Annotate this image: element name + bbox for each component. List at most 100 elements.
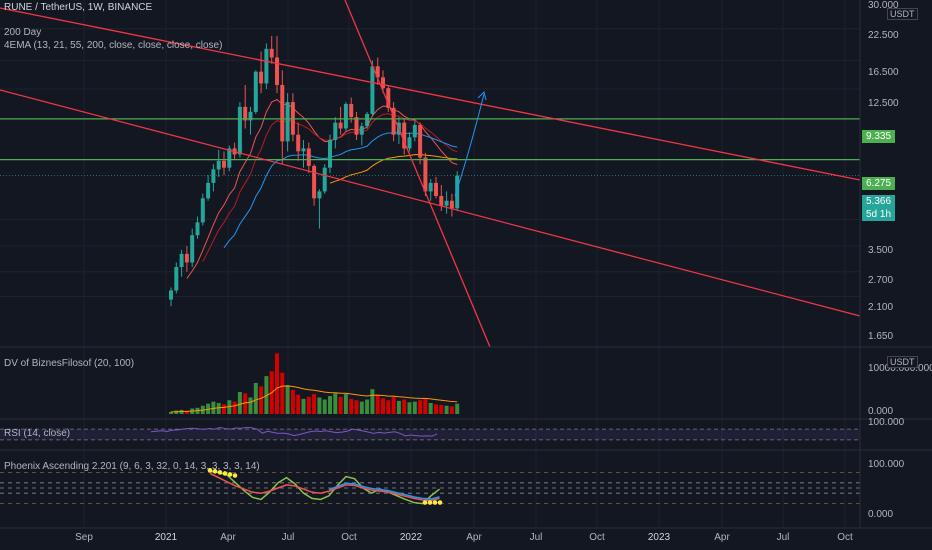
volume-bar: [418, 400, 423, 414]
candle-body: [253, 71, 258, 112]
volume-bar: [301, 398, 306, 414]
volume-bar: [169, 411, 173, 414]
candle-body: [222, 160, 226, 168]
volume-bar: [407, 402, 412, 414]
phoenix-line-c: [328, 482, 440, 500]
time-tick: Oct: [837, 532, 853, 543]
candle-body: [322, 167, 327, 192]
volume-bar: [312, 394, 317, 414]
candle-body: [381, 77, 385, 89]
volume-bar: [439, 405, 444, 414]
candle-body: [179, 253, 184, 267]
candle-body: [359, 126, 364, 135]
rsi-top-tick: 100.000: [868, 417, 905, 428]
volume-pane-title[interactable]: DV of BiznesFilosof (20, 100): [4, 358, 135, 369]
time-tick: 2021: [154, 532, 178, 543]
volume-bar: [375, 394, 380, 414]
time-tick: Sep: [75, 532, 93, 543]
volume-bar: [285, 385, 290, 414]
volume-bar: [253, 383, 258, 414]
volume-bar: [290, 389, 295, 414]
phoenix-marker: [437, 500, 443, 505]
volume-bar: [296, 394, 301, 414]
volume-bar: [317, 397, 322, 414]
volume-bar: [386, 400, 391, 414]
volume-bar: [184, 410, 189, 414]
drawing-tools[interactable]: [0, 0, 861, 348]
rsi-band: [0, 429, 860, 440]
time-tick: Oct: [341, 532, 357, 543]
price-tick: 30.000: [868, 0, 899, 11]
price-tick: 3.500: [868, 245, 894, 256]
candle-body: [312, 165, 317, 199]
price-tick: 16.500: [868, 67, 899, 78]
candle-body: [365, 113, 370, 127]
volume-bar: [280, 372, 285, 414]
level-tag-9335: 9.335: [862, 130, 896, 143]
volume-bar: [248, 397, 253, 414]
volume-bar: [232, 401, 237, 414]
volume-bar: [370, 389, 375, 414]
candle-body: [402, 122, 407, 149]
volume-bar: [174, 410, 179, 414]
price-tick: 12.500: [868, 98, 899, 109]
projection-arrow-head: [477, 91, 487, 101]
volume-bar: [264, 376, 269, 414]
price-tick: 2.100: [868, 302, 894, 313]
time-tick: Jul: [281, 532, 295, 543]
grid-lines: [0, 0, 860, 528]
phoenix-marker: [217, 470, 223, 475]
volume-bar: [396, 400, 401, 414]
ema-55-line: [223, 132, 458, 249]
candle-body: [264, 48, 269, 84]
volume-bar: [402, 399, 407, 414]
volume-unit-button[interactable]: USDT: [887, 356, 918, 368]
indicator-200day-label[interactable]: 200 Day: [4, 27, 42, 38]
level-tag-6275: 6.275: [862, 177, 896, 190]
phoenix-marker: [427, 500, 433, 505]
rsi-line: [150, 426, 438, 437]
time-tick: 2022: [399, 532, 423, 543]
time-tick: Apr: [220, 532, 236, 543]
volume-bar: [306, 396, 311, 414]
phoenix-line-a: [209, 470, 440, 505]
price-tick: 22.500: [868, 30, 899, 41]
phoenix-marker: [422, 500, 428, 505]
volume-bar: [381, 398, 385, 414]
candle-body: [354, 117, 359, 135]
phoenix-marker: [432, 500, 438, 505]
candle-body: [444, 200, 449, 206]
symbol-title[interactable]: RUNE / TetherUS, 1W, BINANCE: [4, 2, 153, 13]
steep-trendline: [344, 0, 491, 348]
volume-bar: [322, 399, 327, 414]
phoenix-marker: [212, 469, 218, 474]
candle-body: [200, 198, 205, 223]
last-price-tag: 5.366: [862, 195, 896, 208]
volume-bar: [259, 386, 264, 414]
candle-body: [455, 175, 460, 209]
volume-bar: [243, 393, 248, 414]
candle-body: [439, 195, 444, 206]
volume-pane: [169, 353, 460, 414]
phoenix-pane-title[interactable]: Phoenix Ascending 2.201 (9, 6, 3, 32, 0,…: [4, 461, 260, 472]
price-unit-button[interactable]: USDT: [887, 8, 918, 20]
candle-body: [195, 222, 200, 236]
phoenix-marker: [227, 472, 233, 477]
volume-bar: [211, 401, 216, 414]
volume-bar: [222, 404, 226, 414]
phoenix-pane: [0, 468, 860, 505]
candle-body: [206, 182, 211, 199]
candle-body: [333, 122, 338, 140]
candle-body: [190, 235, 195, 263]
volume-bar: [333, 393, 338, 414]
rsi-pane: [0, 426, 860, 441]
projection-arrow: [454, 93, 485, 197]
rsi-pane-title[interactable]: RSI (14, close): [4, 428, 71, 439]
candle-body: [259, 71, 264, 84]
candle-body: [269, 48, 274, 58]
time-tick: Apr: [714, 532, 730, 543]
time-tick: Jul: [529, 532, 543, 543]
candle-body: [391, 107, 396, 135]
indicator-4ema-label[interactable]: 4EMA (13, 21, 55, 200, close, close, clo…: [4, 40, 223, 51]
